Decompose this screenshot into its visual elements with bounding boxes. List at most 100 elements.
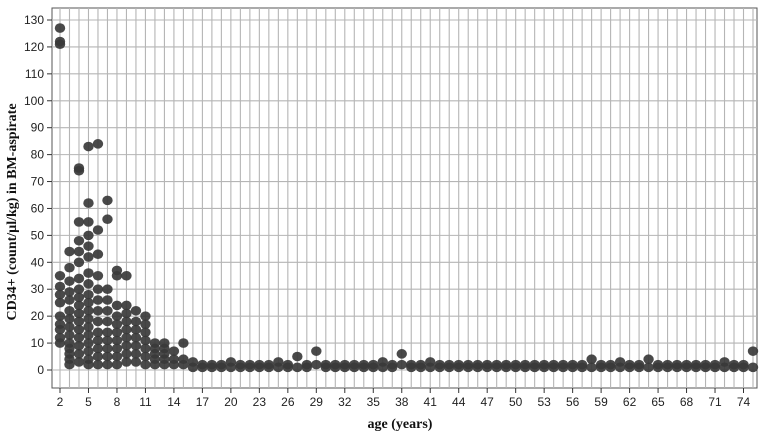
data-point	[92, 327, 104, 338]
data-point	[121, 316, 132, 327]
y-tick-label: 60	[31, 201, 45, 215]
data-point	[73, 284, 85, 295]
data-point	[54, 311, 66, 321]
data-point	[54, 338, 66, 348]
x-tick-label: 56	[566, 395, 580, 409]
data-point	[54, 23, 66, 33]
data-point	[130, 305, 142, 316]
data-point	[73, 324, 85, 335]
data-point	[64, 262, 75, 273]
data-point	[102, 305, 113, 316]
data-point	[83, 346, 94, 356]
data-point	[92, 249, 104, 260]
data-point	[330, 362, 341, 373]
y-tick-label: 110	[25, 67, 44, 81]
x-tick-label: 65	[651, 395, 665, 409]
data-point	[510, 362, 521, 373]
data-point	[121, 270, 132, 281]
data-point	[121, 357, 132, 367]
data-point	[111, 327, 123, 338]
data-point	[83, 268, 94, 278]
data-point	[121, 332, 132, 343]
data-point	[557, 362, 569, 373]
data-point	[54, 270, 66, 281]
data-point	[64, 287, 75, 297]
data-point	[54, 281, 66, 292]
data-point	[529, 362, 540, 373]
data-point	[111, 270, 123, 281]
data-point	[83, 252, 94, 262]
data-point	[73, 292, 85, 303]
y-tick-label: 80	[31, 148, 45, 162]
y-axis-ticks: 0 10 20 30 40 50 60 70 80 90 100 110 120 130	[24, 13, 52, 377]
data-point	[140, 311, 151, 321]
data-point	[567, 362, 578, 373]
data-point	[320, 362, 332, 373]
data-point	[216, 362, 227, 373]
data-point	[83, 217, 94, 227]
data-point	[747, 362, 759, 373]
data-point	[111, 319, 123, 330]
x-tick-label: 11	[139, 395, 152, 409]
data-point	[444, 362, 455, 373]
data-point	[406, 362, 417, 373]
data-point	[92, 270, 104, 281]
data-point	[301, 362, 313, 373]
data-point	[73, 340, 85, 351]
data-point	[73, 316, 85, 327]
data-point	[747, 346, 759, 356]
x-tick-label: 29	[310, 395, 324, 409]
data-point	[73, 217, 85, 227]
data-point	[178, 359, 189, 370]
data-point	[643, 354, 654, 365]
y-tick-label: 90	[31, 121, 45, 135]
data-point	[368, 362, 379, 373]
x-tick-label: 41	[424, 395, 438, 409]
data-point	[92, 343, 104, 354]
data-point	[102, 335, 113, 346]
x-tick-label: 8	[114, 395, 121, 409]
data-point	[130, 349, 142, 359]
data-point	[292, 362, 303, 373]
x-tick-label: 23	[253, 395, 267, 409]
data-point	[54, 324, 66, 335]
y-tick-label: 0	[37, 363, 44, 377]
data-point	[709, 362, 721, 373]
data-point	[83, 198, 94, 208]
data-point	[121, 349, 132, 359]
x-tick-label: 44	[452, 395, 466, 409]
data-point	[92, 359, 104, 370]
data-point	[102, 359, 113, 370]
data-point	[700, 362, 711, 373]
data-point	[83, 338, 94, 348]
plot-area	[51, 7, 758, 389]
data-point	[377, 362, 388, 373]
data-point	[576, 362, 588, 373]
x-tick-label: 17	[196, 395, 210, 409]
x-tick-label: 62	[623, 395, 637, 409]
data-point	[519, 362, 531, 373]
data-point	[225, 362, 237, 373]
x-axis-title: age (years)	[368, 417, 433, 432]
data-point	[339, 362, 350, 373]
data-point	[83, 289, 94, 300]
data-point	[738, 362, 749, 373]
data-point	[159, 359, 170, 370]
data-point	[187, 362, 199, 373]
data-point	[102, 195, 113, 206]
data-point	[168, 346, 180, 356]
data-point	[73, 357, 85, 367]
x-tick-label: 2	[57, 395, 64, 409]
data-point	[83, 330, 94, 340]
data-point	[235, 362, 246, 373]
data-point	[64, 276, 75, 286]
data-point	[83, 322, 94, 332]
grid-lines	[52, 8, 757, 388]
data-point	[92, 225, 104, 235]
x-tick-label: 74	[737, 395, 751, 409]
data-point	[605, 362, 616, 373]
data-point	[652, 362, 664, 373]
data-point	[102, 284, 113, 295]
y-tick-label: 50	[31, 228, 45, 242]
